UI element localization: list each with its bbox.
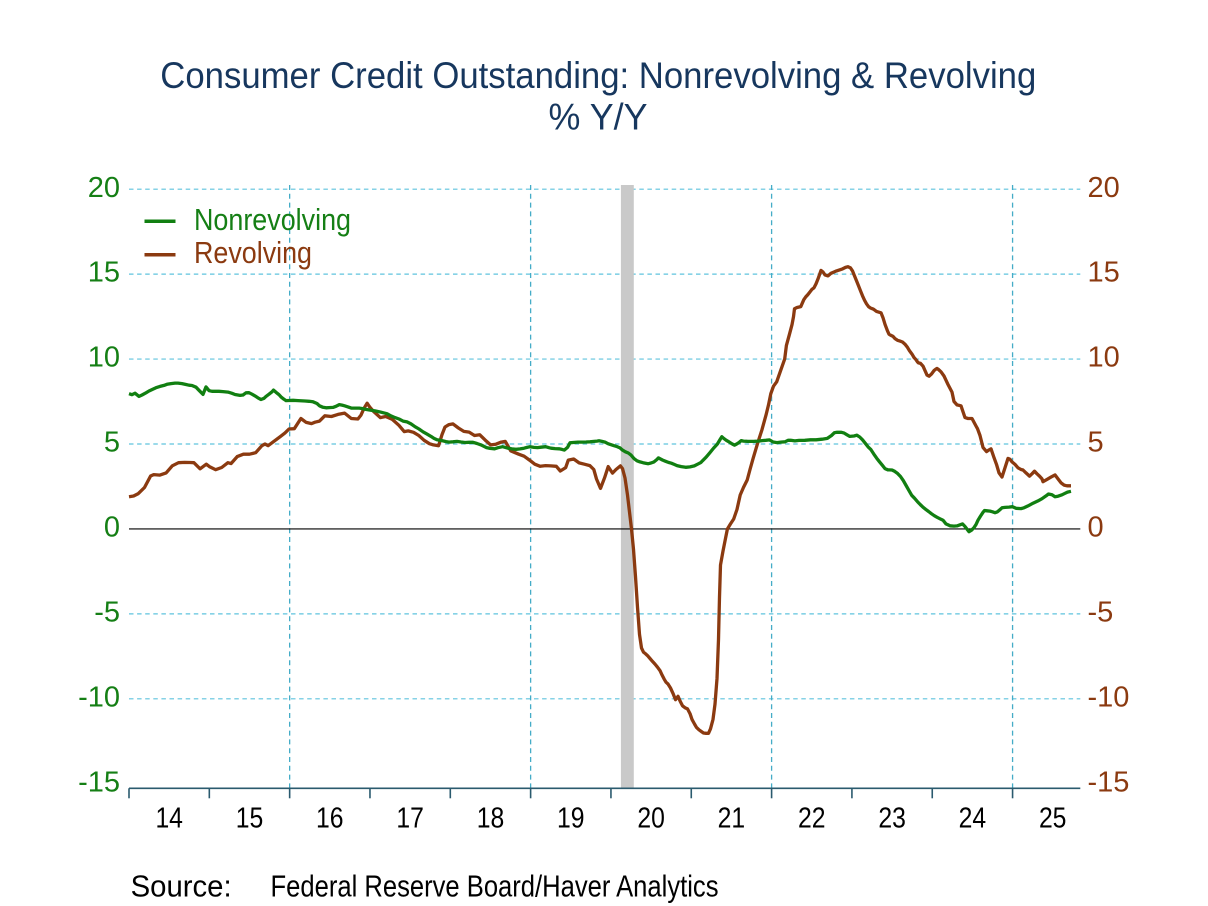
svg-text:20: 20 bbox=[637, 802, 665, 834]
svg-text:0: 0 bbox=[1088, 512, 1104, 544]
svg-text:18: 18 bbox=[477, 802, 505, 834]
svg-text:-5: -5 bbox=[94, 597, 120, 629]
svg-text:16: 16 bbox=[316, 802, 344, 834]
svg-text:10: 10 bbox=[1088, 342, 1120, 374]
svg-text:0: 0 bbox=[104, 512, 120, 544]
svg-text:22: 22 bbox=[798, 802, 826, 834]
svg-text:24: 24 bbox=[959, 802, 987, 834]
svg-text:15: 15 bbox=[88, 257, 120, 289]
svg-text:Federal Reserve Board/Haver An: Federal Reserve Board/Haver Analytics bbox=[271, 869, 719, 904]
svg-text:-10: -10 bbox=[1088, 681, 1130, 713]
svg-text:14: 14 bbox=[155, 802, 183, 834]
svg-text:Source:: Source: bbox=[131, 869, 232, 904]
svg-text:15: 15 bbox=[1088, 257, 1120, 289]
svg-text:25: 25 bbox=[1039, 802, 1067, 834]
svg-text:21: 21 bbox=[718, 802, 746, 834]
svg-text:15: 15 bbox=[236, 802, 264, 834]
svg-text:5: 5 bbox=[1088, 427, 1104, 459]
svg-text:% Y/Y: % Y/Y bbox=[549, 95, 648, 137]
svg-text:20: 20 bbox=[88, 172, 120, 204]
svg-text:5: 5 bbox=[104, 427, 120, 459]
svg-text:20: 20 bbox=[1088, 172, 1120, 204]
svg-text:Nonrevolving: Nonrevolving bbox=[194, 202, 351, 237]
svg-text:10: 10 bbox=[88, 342, 120, 374]
svg-text:Revolving: Revolving bbox=[194, 235, 312, 270]
svg-text:17: 17 bbox=[396, 802, 424, 834]
svg-text:-5: -5 bbox=[1088, 597, 1114, 629]
svg-text:-10: -10 bbox=[78, 681, 120, 713]
svg-text:19: 19 bbox=[557, 802, 585, 834]
svg-text:23: 23 bbox=[878, 802, 906, 834]
svg-text:-15: -15 bbox=[78, 766, 120, 798]
svg-text:-15: -15 bbox=[1088, 766, 1130, 798]
svg-text:Consumer Credit Outstanding: N: Consumer Credit Outstanding: Nonrevolvin… bbox=[160, 54, 1036, 96]
